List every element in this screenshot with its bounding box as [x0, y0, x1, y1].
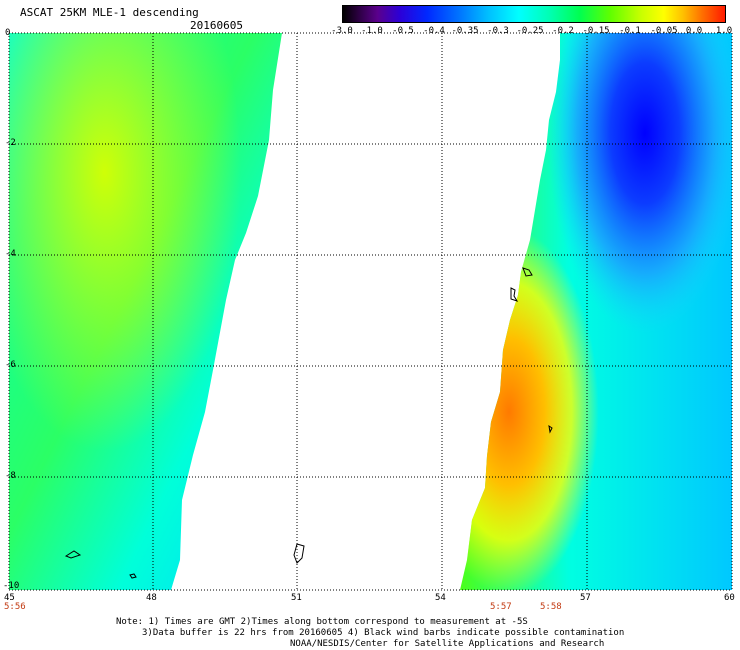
island-coast — [522, 267, 533, 277]
time-mid2: 5:58 — [540, 602, 562, 612]
island-coast — [548, 424, 553, 434]
note-line-3: NOAA/NESDIS/Center for Satellite Applica… — [290, 639, 605, 649]
x-tick-60: 60 — [724, 593, 735, 603]
colorbar-label: -0.2 — [552, 26, 574, 36]
right-swath-orange-region — [460, 33, 732, 590]
time-mid1: 5:57 — [490, 602, 512, 612]
x-tick-57: 57 — [580, 593, 591, 603]
chart-date: 20160605 — [190, 19, 243, 32]
colorbar-label: -0.1 — [619, 26, 641, 36]
colorbar-label: -0.5 — [392, 26, 414, 36]
island-coast — [293, 543, 305, 564]
colorbar-label: -0.3 — [487, 26, 509, 36]
chart-title: ASCAT 25KM MLE-1 descending — [20, 6, 199, 19]
x-tick-51: 51 — [291, 593, 302, 603]
island-coast — [510, 287, 519, 302]
note-line-1: Note: 1) Times are GMT 2)Times along bot… — [116, 617, 528, 627]
y-tick-2: -2 — [5, 138, 16, 148]
x-tick-48: 48 — [146, 593, 157, 603]
y-tick-4: -4 — [5, 249, 16, 259]
x-tick-45: 45 — [4, 593, 15, 603]
grid-lines — [8, 32, 733, 591]
colorbar-label: -0.35 — [451, 26, 479, 36]
note-line-2: 3)Data buffer is 22 hrs from 20160605 4)… — [142, 628, 625, 638]
colorbar — [342, 5, 726, 23]
coastlines — [64, 267, 553, 579]
colorbar-label: -0.15 — [582, 26, 610, 36]
x-tick-54: 54 — [435, 593, 446, 603]
time-left: 5:56 — [4, 602, 26, 612]
colorbar-label: -1.0 — [361, 26, 383, 36]
colorbar-label: 1.0 — [715, 26, 733, 36]
left-swath-highlight — [9, 33, 282, 590]
island-coast — [64, 550, 82, 559]
y-tick-0: 0 — [5, 28, 11, 38]
y-tick-8: -8 — [5, 471, 16, 481]
colorbar-label: -0.05 — [650, 26, 678, 36]
colorbar-label: -3.0 — [331, 26, 353, 36]
y-tick-10: -10 — [3, 581, 20, 591]
colorbar-label: -0.4 — [423, 26, 445, 36]
y-tick-6: -6 — [5, 360, 16, 370]
colorbar-label: -0.25 — [516, 26, 544, 36]
island-coast — [129, 573, 137, 579]
colorbar-label: 0.0 — [685, 26, 703, 36]
